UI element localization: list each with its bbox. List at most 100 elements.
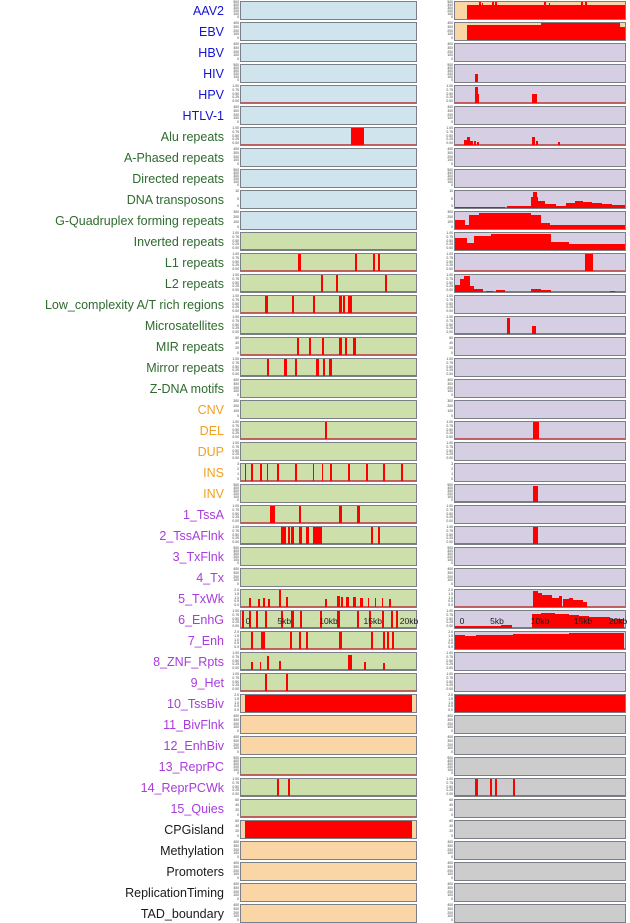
track-left-1-tssa[interactable] xyxy=(240,505,417,524)
track-right-dup[interactable] xyxy=(454,442,626,461)
track-baseline xyxy=(241,605,416,607)
track-right-6-enhg[interactable] xyxy=(454,610,626,629)
track-right-ebv[interactable] xyxy=(454,22,626,41)
track-right-microsatellites[interactable] xyxy=(454,316,626,335)
track-left-cnv[interactable] xyxy=(240,400,417,419)
track-left-dup[interactable] xyxy=(240,442,417,461)
track-left-replicationtiming[interactable] xyxy=(240,883,417,902)
track-right-tad-boundary[interactable] xyxy=(454,904,626,923)
track-left-12-enhbiv[interactable] xyxy=(240,736,417,755)
y-tick-label: 0 xyxy=(451,729,453,733)
track-left-14-reprpcwk[interactable] xyxy=(240,778,417,797)
track-right-a-phased-repeats[interactable] xyxy=(454,148,626,167)
track-right-9-het[interactable] xyxy=(454,673,626,692)
track-signal-bar xyxy=(589,616,600,628)
track-label-7-enh: 7_Enh xyxy=(187,634,224,648)
track-right-10-tssbiv[interactable] xyxy=(454,694,626,713)
track-left-ins[interactable] xyxy=(240,463,417,482)
track-right-low-complexity-a-t-rich-regions[interactable] xyxy=(454,295,626,314)
track-left-hbv[interactable] xyxy=(240,43,417,62)
track-right-l2-repeats[interactable] xyxy=(454,274,626,293)
track-right-hpv[interactable] xyxy=(454,85,626,104)
track-right-2-tssaflnk[interactable] xyxy=(454,526,626,545)
track-left-mir-repeats[interactable] xyxy=(240,337,417,356)
track-signal-bar xyxy=(325,599,327,607)
track-right-cpgisland[interactable] xyxy=(454,820,626,839)
track-right-promoters[interactable] xyxy=(454,862,626,881)
track-left-directed-repeats[interactable] xyxy=(240,169,417,188)
track-left-g-quadruplex-forming-repeats[interactable] xyxy=(240,211,417,230)
track-left-2-tssaflnk[interactable] xyxy=(240,526,417,545)
track-right-ins[interactable] xyxy=(454,463,626,482)
track-baseline xyxy=(241,332,416,334)
track-right-3-txflnk[interactable] xyxy=(454,547,626,566)
track-right-hiv[interactable] xyxy=(454,64,626,83)
track-right-dna-transposons[interactable] xyxy=(454,190,626,209)
track-right-l1-repeats[interactable] xyxy=(454,253,626,272)
y-tick-label: 200 xyxy=(233,72,239,76)
track-left-ebv[interactable] xyxy=(240,22,417,41)
track-right-g-quadruplex-forming-repeats[interactable] xyxy=(454,211,626,230)
track-right-13-reprpc[interactable] xyxy=(454,757,626,776)
track-right-15-quies[interactable] xyxy=(454,799,626,818)
track-left-3-txflnk[interactable] xyxy=(240,547,417,566)
track-left-11-bivflnk[interactable] xyxy=(240,715,417,734)
track-left-a-phased-repeats[interactable] xyxy=(240,148,417,167)
track-right-5-txwk[interactable] xyxy=(454,589,626,608)
track-left-htlv-1[interactable] xyxy=(240,106,417,125)
y-ticks-right-15-quies: 60 40 20 0 xyxy=(438,798,454,818)
track-right-replicationtiming[interactable] xyxy=(454,883,626,902)
right-axis-tick-column: 500 400 300 200 100 0 400 300 200 100 0 400 300 200 10… xyxy=(438,0,454,922)
track-right-inverted-repeats[interactable] xyxy=(454,232,626,251)
track-right-del[interactable] xyxy=(454,421,626,440)
track-right-11-bivflnk[interactable] xyxy=(454,715,626,734)
track-left-inv[interactable] xyxy=(240,484,417,503)
track-left-mirror-repeats[interactable] xyxy=(240,358,417,377)
track-left-inverted-repeats[interactable] xyxy=(240,232,417,251)
track-left-promoters[interactable] xyxy=(240,862,417,881)
track-left-9-het[interactable] xyxy=(240,673,417,692)
track-left-6-enhg[interactable] xyxy=(240,610,417,629)
track-left-4-tx[interactable] xyxy=(240,568,417,587)
track-right-1-tssa[interactable] xyxy=(454,505,626,524)
track-left-microsatellites[interactable] xyxy=(240,316,417,335)
track-right-mirror-repeats[interactable] xyxy=(454,358,626,377)
track-left-15-quies[interactable] xyxy=(240,799,417,818)
track-right-z-dna-motifs[interactable] xyxy=(454,379,626,398)
track-right-mir-repeats[interactable] xyxy=(454,337,626,356)
track-right-htlv-1[interactable] xyxy=(454,106,626,125)
track-left-hiv[interactable] xyxy=(240,64,417,83)
track-left-13-reprpc[interactable] xyxy=(240,757,417,776)
track-right-14-reprpcwk[interactable] xyxy=(454,778,626,797)
track-right-inv[interactable] xyxy=(454,484,626,503)
track-left-8-znf-rpts[interactable] xyxy=(240,652,417,671)
track-left-cpgisland[interactable] xyxy=(240,820,417,839)
track-right-cnv[interactable] xyxy=(454,400,626,419)
track-left-l1-repeats[interactable] xyxy=(240,253,417,272)
track-right-4-tx[interactable] xyxy=(454,568,626,587)
track-left-7-enh[interactable] xyxy=(240,631,417,650)
track-right-8-znf-rpts[interactable] xyxy=(454,652,626,671)
track-right-alu-repeats[interactable] xyxy=(454,127,626,146)
track-left-10-tssbiv[interactable] xyxy=(240,694,417,713)
track-left-l2-repeats[interactable] xyxy=(240,274,417,293)
y-ticks-right-methylation: 400 300 200 100 0 xyxy=(438,840,454,860)
track-right-hbv[interactable] xyxy=(454,43,626,62)
track-right-methylation[interactable] xyxy=(454,841,626,860)
y-tick-label: 1 xyxy=(451,472,453,476)
y-tick-label: 500 xyxy=(447,63,453,67)
track-left-del[interactable] xyxy=(240,421,417,440)
track-left-low-complexity-a-t-rich-regions[interactable] xyxy=(240,295,417,314)
track-right-7-enh[interactable] xyxy=(454,631,626,650)
track-right-directed-repeats[interactable] xyxy=(454,169,626,188)
track-left-dna-transposons[interactable] xyxy=(240,190,417,209)
track-left-hpv[interactable] xyxy=(240,85,417,104)
track-right-12-enhbiv[interactable] xyxy=(454,736,626,755)
track-left-alu-repeats[interactable] xyxy=(240,127,417,146)
track-left-z-dna-motifs[interactable] xyxy=(240,379,417,398)
track-left-methylation[interactable] xyxy=(240,841,417,860)
track-left-tad-boundary[interactable] xyxy=(240,904,417,923)
track-left-aav2[interactable] xyxy=(240,1,417,20)
track-right-aav2[interactable] xyxy=(454,1,626,20)
track-left-5-txwk[interactable] xyxy=(240,589,417,608)
